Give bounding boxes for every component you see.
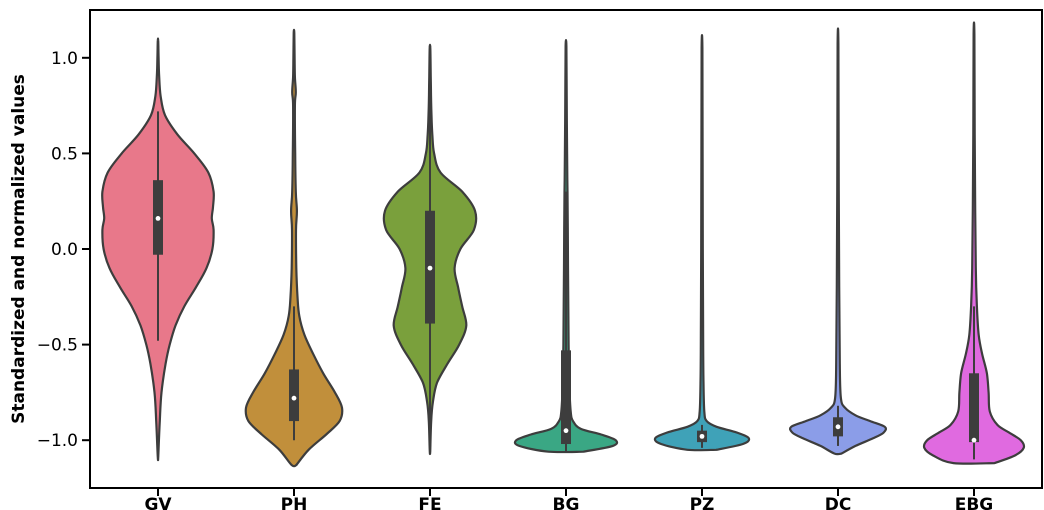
y-tick-label: −0.5 bbox=[37, 336, 78, 356]
violin-median bbox=[835, 424, 841, 430]
x-axis: GV PH FE BG PZ DC EBG bbox=[144, 488, 993, 510]
violin-fe bbox=[382, 43, 478, 456]
x-tick-label-ebg: EBG bbox=[955, 495, 994, 510]
x-tick-label-pz: PZ bbox=[690, 495, 715, 510]
violin-dc bbox=[788, 27, 888, 456]
y-tick-label: −1.0 bbox=[37, 431, 78, 451]
x-tick-label-ph: PH bbox=[281, 495, 308, 510]
violin-ph bbox=[244, 28, 344, 468]
y-tick-label: 0.5 bbox=[51, 144, 78, 164]
violin-median bbox=[971, 437, 977, 443]
y-tick-label: 1.0 bbox=[51, 49, 78, 69]
violin-body bbox=[653, 33, 751, 452]
violin-median bbox=[291, 395, 297, 401]
violin-iqr-box bbox=[561, 350, 571, 445]
violin-pz bbox=[653, 33, 751, 452]
y-axis: 1.0 0.5 0.0 −0.5 −1.0 bbox=[37, 49, 90, 451]
violin-median bbox=[563, 428, 569, 434]
violin-median bbox=[155, 216, 161, 221]
violin-iqr-box bbox=[289, 369, 299, 422]
y-axis-title: Standardized and normalized values bbox=[9, 74, 29, 424]
plot-frame bbox=[89, 9, 1043, 489]
violin-median bbox=[699, 433, 705, 439]
violin-body bbox=[788, 27, 888, 456]
violin-gv bbox=[101, 37, 215, 462]
violin-ebg bbox=[922, 21, 1026, 465]
violin-median bbox=[427, 265, 433, 271]
violin-body bbox=[244, 28, 344, 468]
violin-iqr-box bbox=[969, 373, 979, 443]
violin-body bbox=[922, 21, 1026, 465]
x-tick-label-dc: DC bbox=[825, 495, 852, 510]
x-tick-label-bg: BG bbox=[553, 495, 580, 510]
y-tick-label: 0.0 bbox=[51, 240, 78, 260]
violins-group bbox=[101, 21, 1026, 468]
x-tick-label-gv: GV bbox=[144, 495, 172, 510]
violin-bg bbox=[513, 38, 619, 454]
x-tick-label-fe: FE bbox=[418, 495, 441, 510]
